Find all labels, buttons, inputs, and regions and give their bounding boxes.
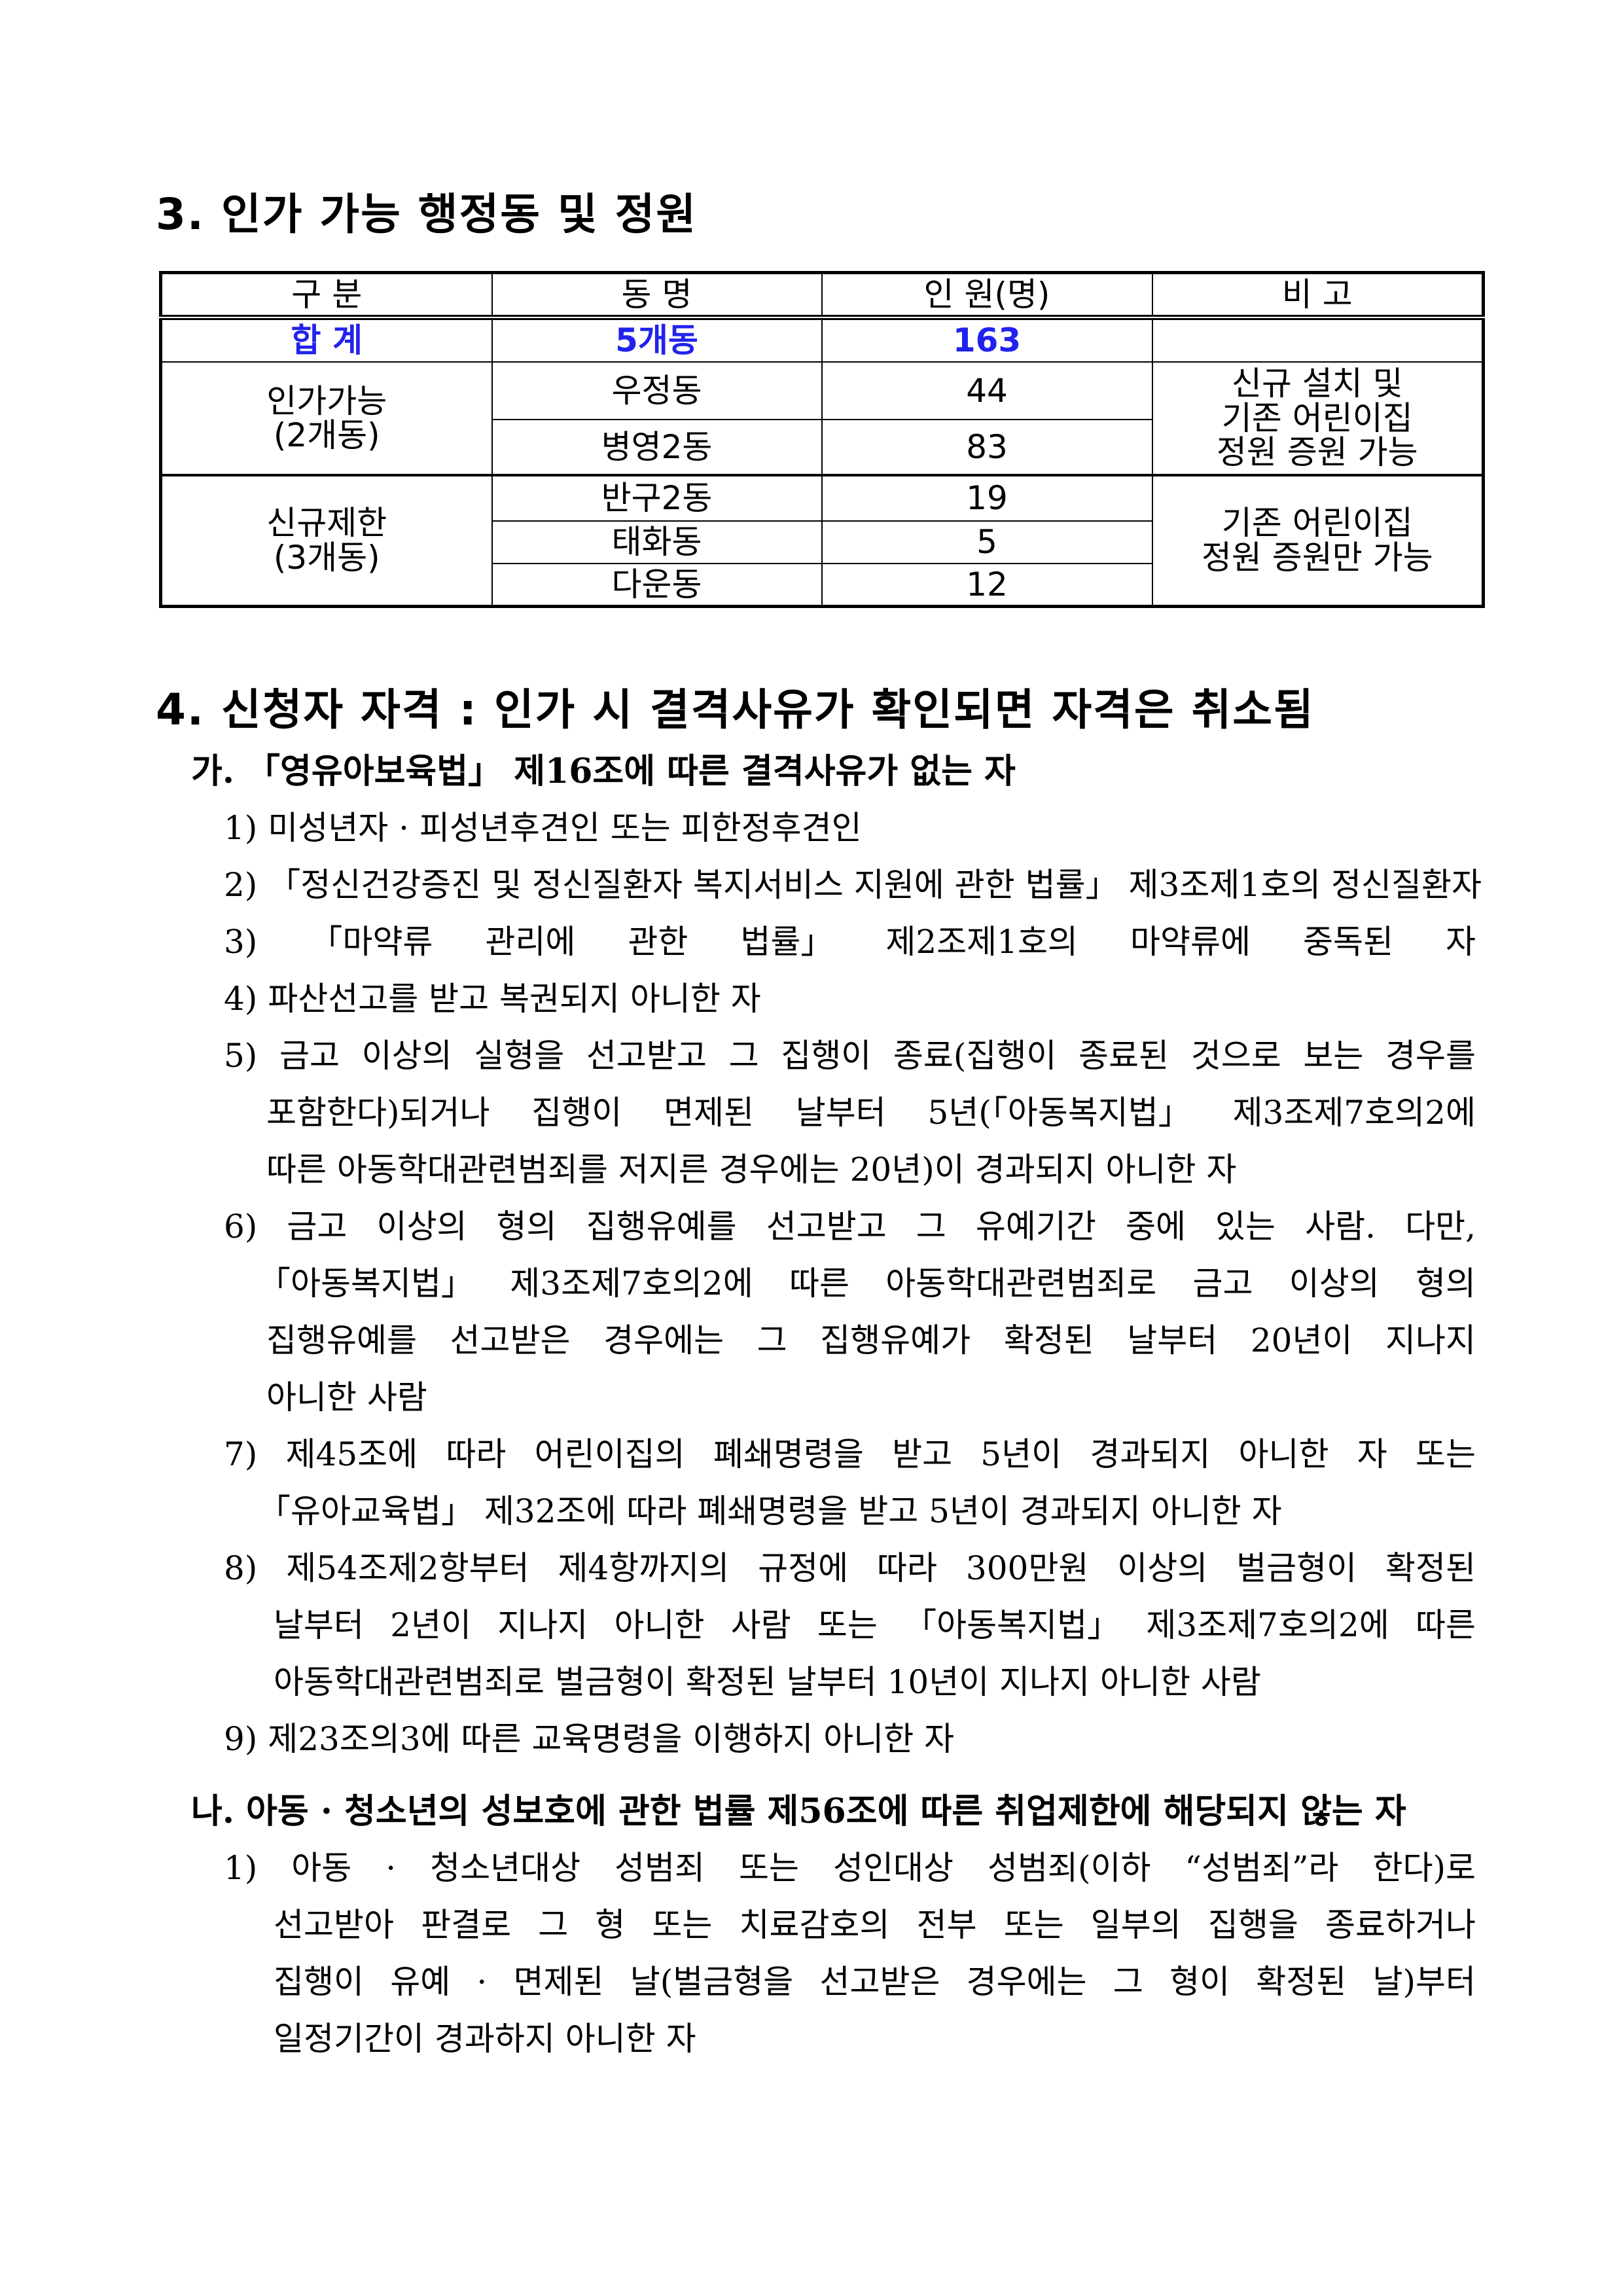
list-item: 일정기간이 경과하지 아니한 자 bbox=[274, 2020, 696, 2058]
section4-title: 4. 신청자 자격 : 인가 시 결격사유가 확인되면 자격은 취소됨 bbox=[156, 685, 1315, 735]
section3-title: 3. 인가 가능 행정동 및 정원 bbox=[156, 189, 698, 240]
table-row: 태화동 5 bbox=[161, 520, 1484, 564]
dong-count: 44 bbox=[821, 361, 1153, 420]
list-item: 9) 제23조의3에 따른 교육명령을 이행하지 아니한 자 bbox=[224, 1720, 955, 1758]
note-line: 기존 어린이집 bbox=[1221, 399, 1413, 437]
list-item: 집행유예를 선고받은 경우에는 그 집행유예가 확정된 날부터 20년이 지나지 bbox=[266, 1321, 1476, 1359]
total-label: 합 계 bbox=[160, 317, 493, 363]
dong-name: 태화동 bbox=[491, 520, 823, 564]
group-label-text: 인가가능 bbox=[266, 382, 387, 420]
dong-count: 83 bbox=[821, 419, 1153, 476]
dong-name: 병영2동 bbox=[491, 419, 823, 476]
note-line: 기존 어린이집 bbox=[1221, 504, 1413, 543]
total-count: 163 bbox=[821, 317, 1153, 363]
list-item: 따른 아동학대관련범죄를 저지른 경우에는 20년)이 경과되지 아니한 자 bbox=[266, 1151, 1237, 1189]
list-item: 4) 파산선고를 받고 복권되지 아니한 자 bbox=[224, 980, 761, 1018]
list-item: 「아동복지법」 제3조제7호의2에 따른 아동학대관련범죄로 금고 이상의 형의 bbox=[258, 1265, 1476, 1302]
list-item: 5) 금고 이상의 실형을 선고받고 그 집행이 종료(집행이 종료된 것으로 … bbox=[224, 1037, 1476, 1075]
dong-count: 19 bbox=[821, 475, 1153, 522]
group-label-text: 신규제한 bbox=[266, 504, 387, 543]
dong-count: 12 bbox=[821, 563, 1153, 607]
list-item: 1) 미성년자 · 피성년후견인 또는 피한정후견인 bbox=[224, 809, 862, 847]
header-category: 구 분 bbox=[160, 272, 493, 320]
list-item: 8) 제54조제2항부터 제4항까지의 규정에 따라 300만원 이상의 벌금형… bbox=[224, 1549, 1476, 1587]
list-item: 6) 금고 이상의 형의 집행유예를 선고받고 그 유예기간 중에 있는 사람.… bbox=[224, 1208, 1476, 1246]
total-dong: 5개동 bbox=[491, 317, 823, 363]
list-item: 집행이 유예 · 면제된 날(벌금형을 선고받은 경우에는 그 형이 확정된 날… bbox=[274, 1963, 1476, 2001]
header-dong: 동 명 bbox=[491, 272, 823, 320]
dong-count: 5 bbox=[821, 520, 1153, 564]
group-label: 인가가능 (2개동) bbox=[160, 361, 493, 476]
note-line: 정원 증원 가능 bbox=[1216, 433, 1418, 472]
table-row: 병영2동 83 bbox=[161, 419, 1484, 476]
total-row: 합 계 5개동 163 bbox=[160, 317, 1484, 363]
note-line: 신규 설치 및 bbox=[1231, 365, 1403, 403]
header-count: 인 원(명) bbox=[821, 272, 1153, 320]
list-item: 1) 아동 · 청소년대상 성범죄 또는 성인대상 성범죄(이하 “성범죄”라 … bbox=[224, 1849, 1476, 1887]
list-item: 선고받아 판결로 그 형 또는 치료감호의 전부 또는 일부의 집행을 종료하거… bbox=[274, 1906, 1476, 1944]
header-note: 비 고 bbox=[1151, 272, 1484, 320]
group-note: 기존 어린이집 정원 증원만 가능 bbox=[1151, 475, 1484, 607]
total-note bbox=[1151, 317, 1484, 363]
group-note: 신규 설치 및 기존 어린이집 정원 증원 가능 bbox=[1151, 361, 1484, 476]
dong-name: 반구2동 bbox=[491, 475, 823, 522]
list-item: 아동학대관련범죄로 벌금형이 확정된 날부터 10년이 지나지 아니한 사람 bbox=[274, 1663, 1261, 1701]
list-item: 2) 「정신건강증진 및 정신질환자 복지서비스 지원에 관한 법률」 제3조제… bbox=[224, 866, 1482, 904]
group-sub-text: (3개동) bbox=[273, 538, 380, 577]
table-row: 다운동 12 bbox=[161, 563, 1484, 607]
dong-quota-table: 구 분 동 명 인 원(명) 비 고 합 계 5개동 163 인가가능 (2개동)… bbox=[159, 271, 1485, 608]
subsection-na: 나. 아동 · 청소년의 성보호에 관한 법률 제56조에 따른 취업제한에 해… bbox=[191, 1791, 1406, 1831]
list-item: 「유아교육법」 제32조에 따라 폐쇄명령을 받고 5년이 경과되지 아니한 자 bbox=[258, 1492, 1282, 1530]
list-item: 포함한다)되거나 집행이 면제된 날부터 5년(「아동복지법」 제3조제7호의2… bbox=[266, 1094, 1476, 1132]
note-line: 정원 증원만 가능 bbox=[1201, 538, 1433, 577]
subsection-ga: 가. 「영유아보육법」 제16조에 따른 결격사유가 없는 자 bbox=[191, 751, 1016, 791]
dong-name: 다운동 bbox=[491, 563, 823, 607]
table-header-row: 구 분 동 명 인 원(명) 비 고 bbox=[160, 272, 1484, 320]
table-row: 신규제한 (3개동) 반구2동 19 기존 어린이집 정원 증원만 가능 bbox=[160, 475, 1484, 607]
group-label: 신규제한 (3개동) bbox=[160, 475, 493, 607]
list-item: 7) 제45조에 따라 어린이집의 폐쇄명령을 받고 5년이 경과되지 아니한 … bbox=[224, 1435, 1476, 1473]
list-item: 날부터 2년이 지나지 아니한 사람 또는 「아동복지법」 제3조제7호의2에 … bbox=[274, 1606, 1476, 1644]
table-row: 인가가능 (2개동) 우정동 44 신규 설치 및 기존 어린이집 정원 증원 가능 bbox=[160, 361, 1484, 476]
list-item: 아니한 사람 bbox=[266, 1378, 427, 1416]
list-item: 3) 「마약류 관리에 관한 법률」 제2조제1호의 마약류에 중독된 자 bbox=[224, 923, 1476, 961]
dong-name: 우정동 bbox=[491, 361, 823, 420]
group-sub-text: (2개동) bbox=[273, 416, 380, 454]
